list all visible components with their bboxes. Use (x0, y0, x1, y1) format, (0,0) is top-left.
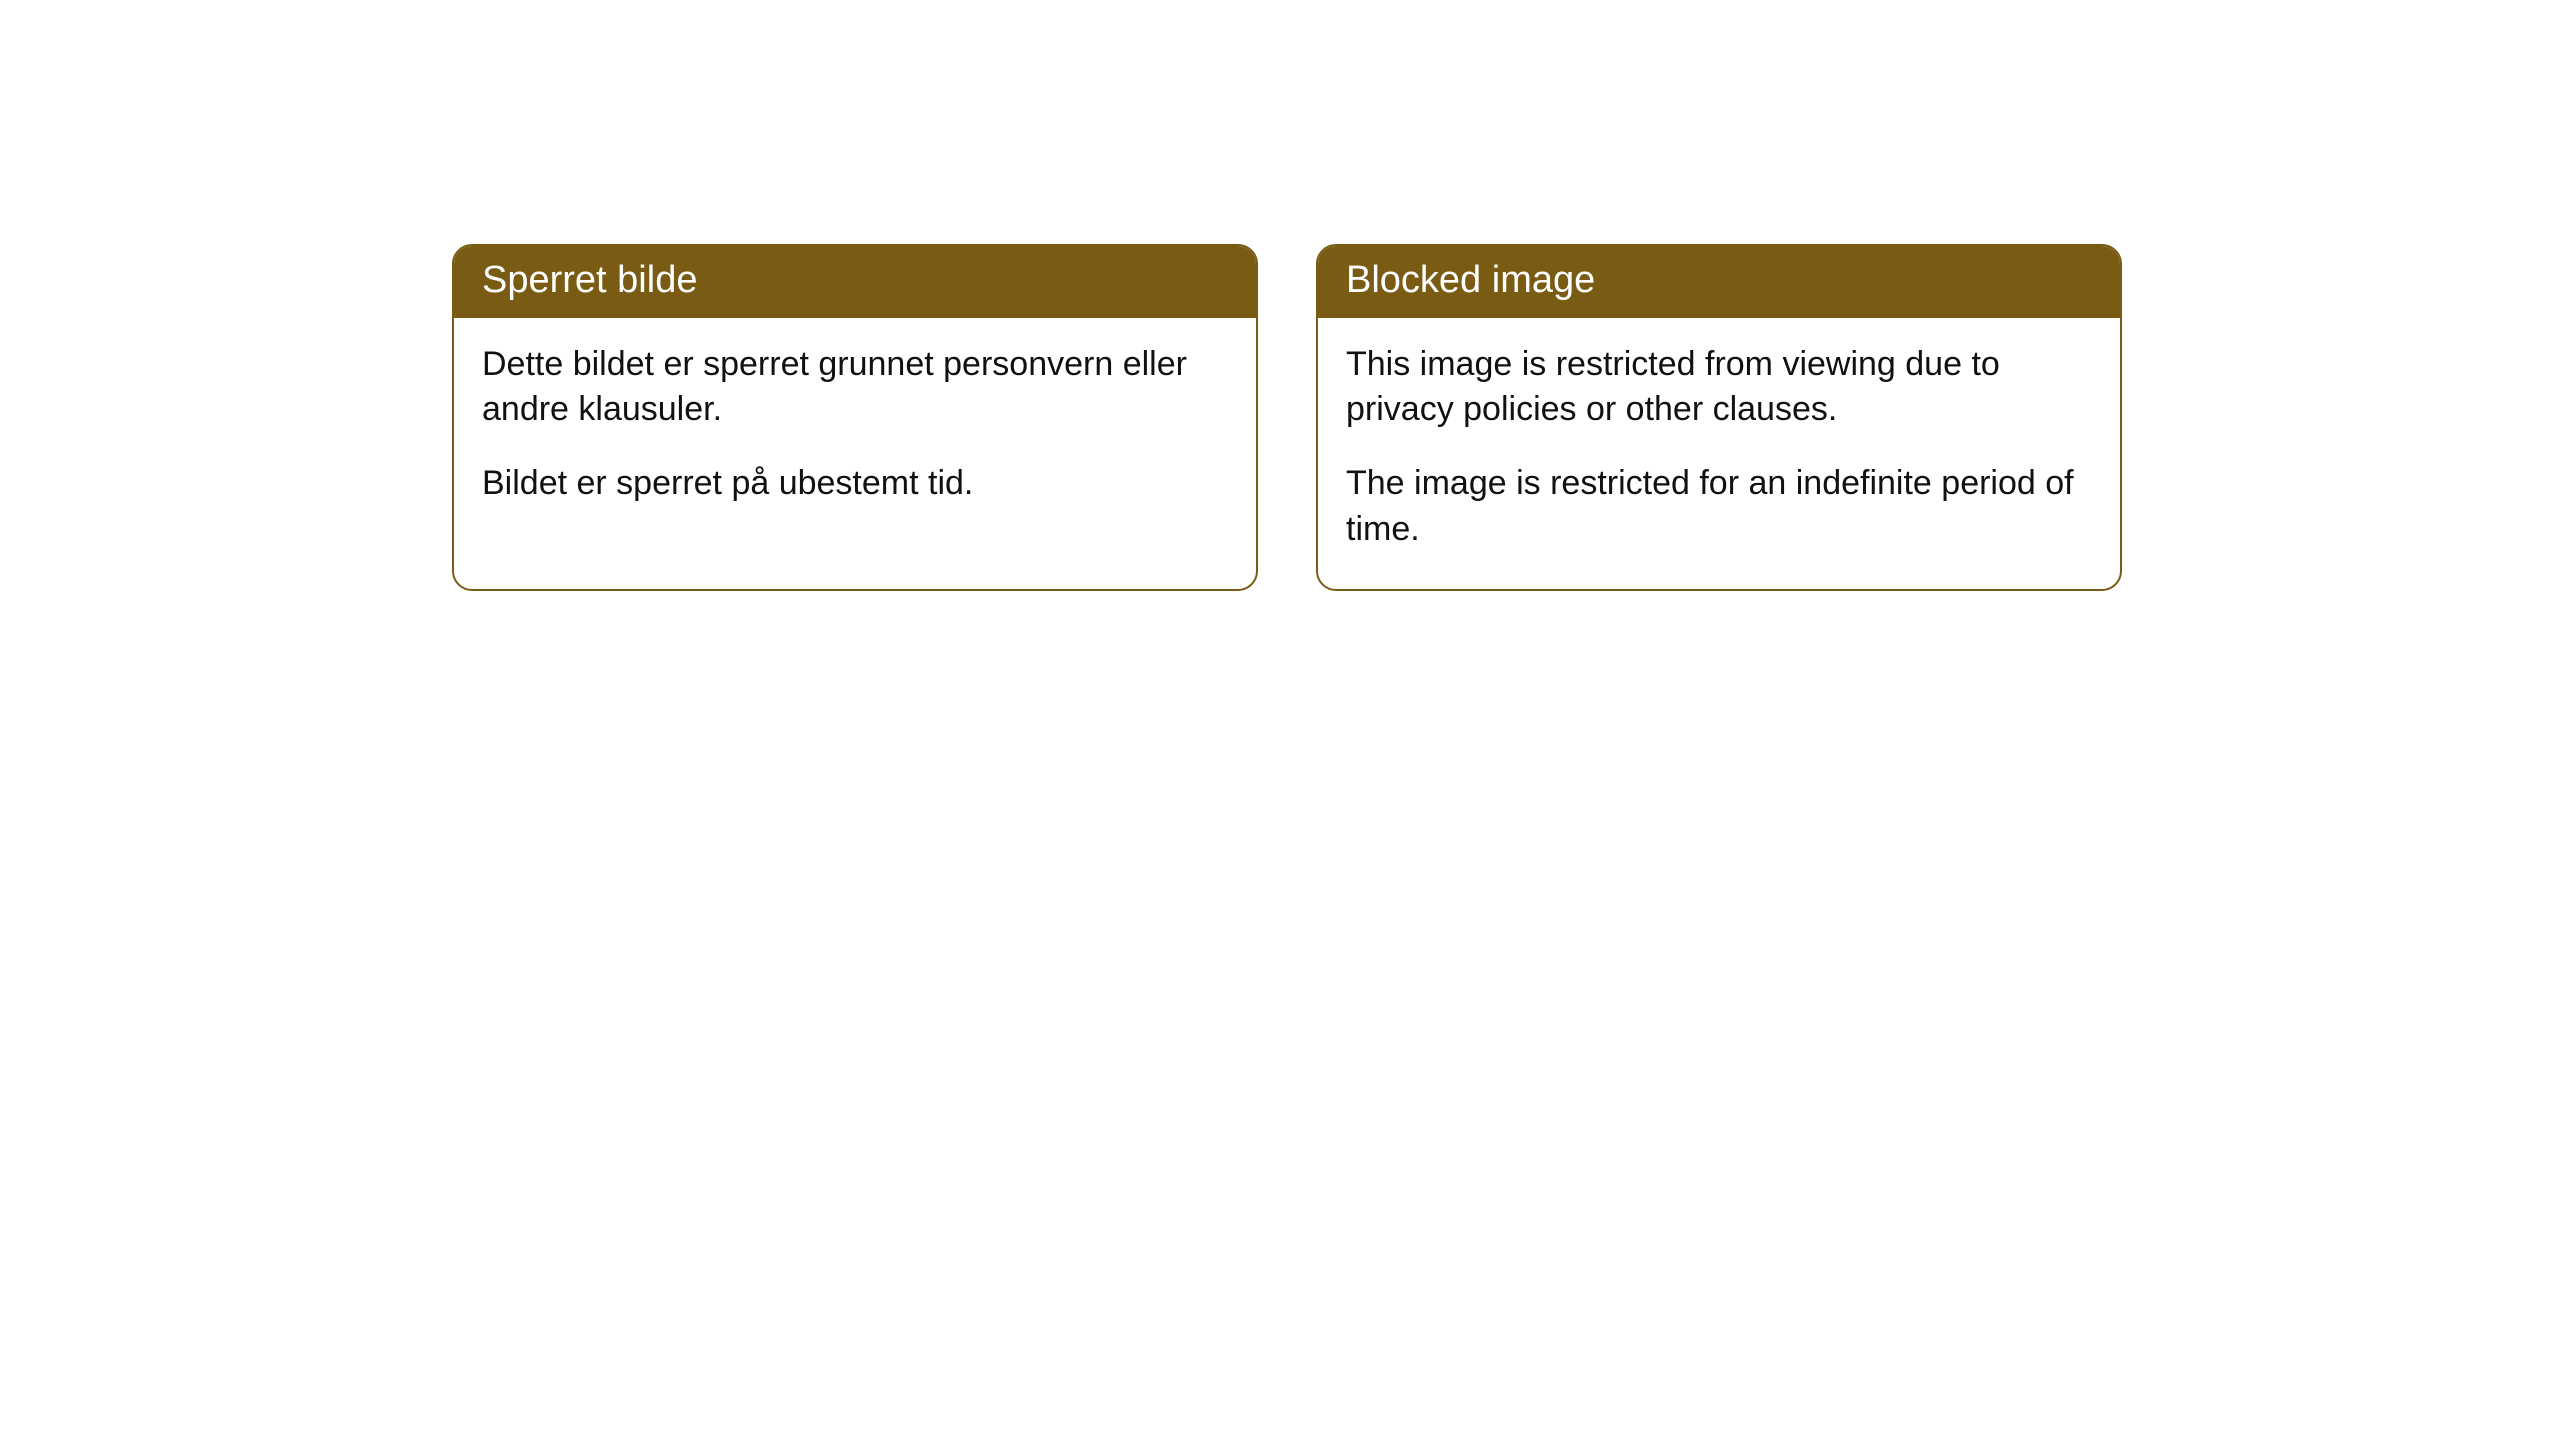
card-title: Sperret bilde (454, 246, 1256, 318)
card-paragraph: This image is restricted from viewing du… (1346, 342, 2092, 434)
card-title: Blocked image (1318, 246, 2120, 318)
notice-card-english: Blocked image This image is restricted f… (1316, 244, 2122, 591)
card-paragraph: Bildet er sperret på ubestemt tid. (482, 461, 1228, 507)
card-paragraph: The image is restricted for an indefinit… (1346, 461, 2092, 553)
card-paragraph: Dette bildet er sperret grunnet personve… (482, 342, 1228, 434)
card-body: Dette bildet er sperret grunnet personve… (454, 318, 1256, 544)
card-body: This image is restricted from viewing du… (1318, 318, 2120, 590)
notice-container: Sperret bilde Dette bildet er sperret gr… (0, 0, 2560, 591)
notice-card-norwegian: Sperret bilde Dette bildet er sperret gr… (452, 244, 1258, 591)
